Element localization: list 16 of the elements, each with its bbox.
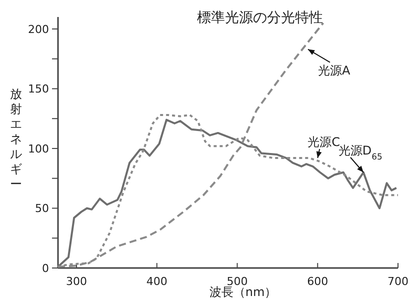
x-tick-label: 600 [307, 275, 328, 288]
x-tick-label: 300 [66, 275, 87, 288]
x-tick-label: 700 [388, 275, 408, 288]
y-tick-label: 50 [35, 202, 49, 216]
chart-title: 標準光源の分光特性 [197, 10, 323, 26]
x-tick-label: 500 [226, 275, 248, 288]
y-tick-label: 200 [28, 22, 49, 36]
y-axis-title: 放射エネルギー [10, 87, 22, 191]
x-axis-title: 波長（nm） [209, 285, 277, 299]
annotation: 光源D$_{65}$ [338, 143, 382, 162]
y-tick-label: 100 [28, 142, 49, 156]
y-tick-label: 0 [42, 262, 49, 275]
y-tick-label: 150 [28, 82, 49, 96]
annotation: 光源A [318, 63, 351, 78]
x-tick-label: 400 [146, 275, 168, 288]
annotation: 光源C [308, 135, 340, 150]
